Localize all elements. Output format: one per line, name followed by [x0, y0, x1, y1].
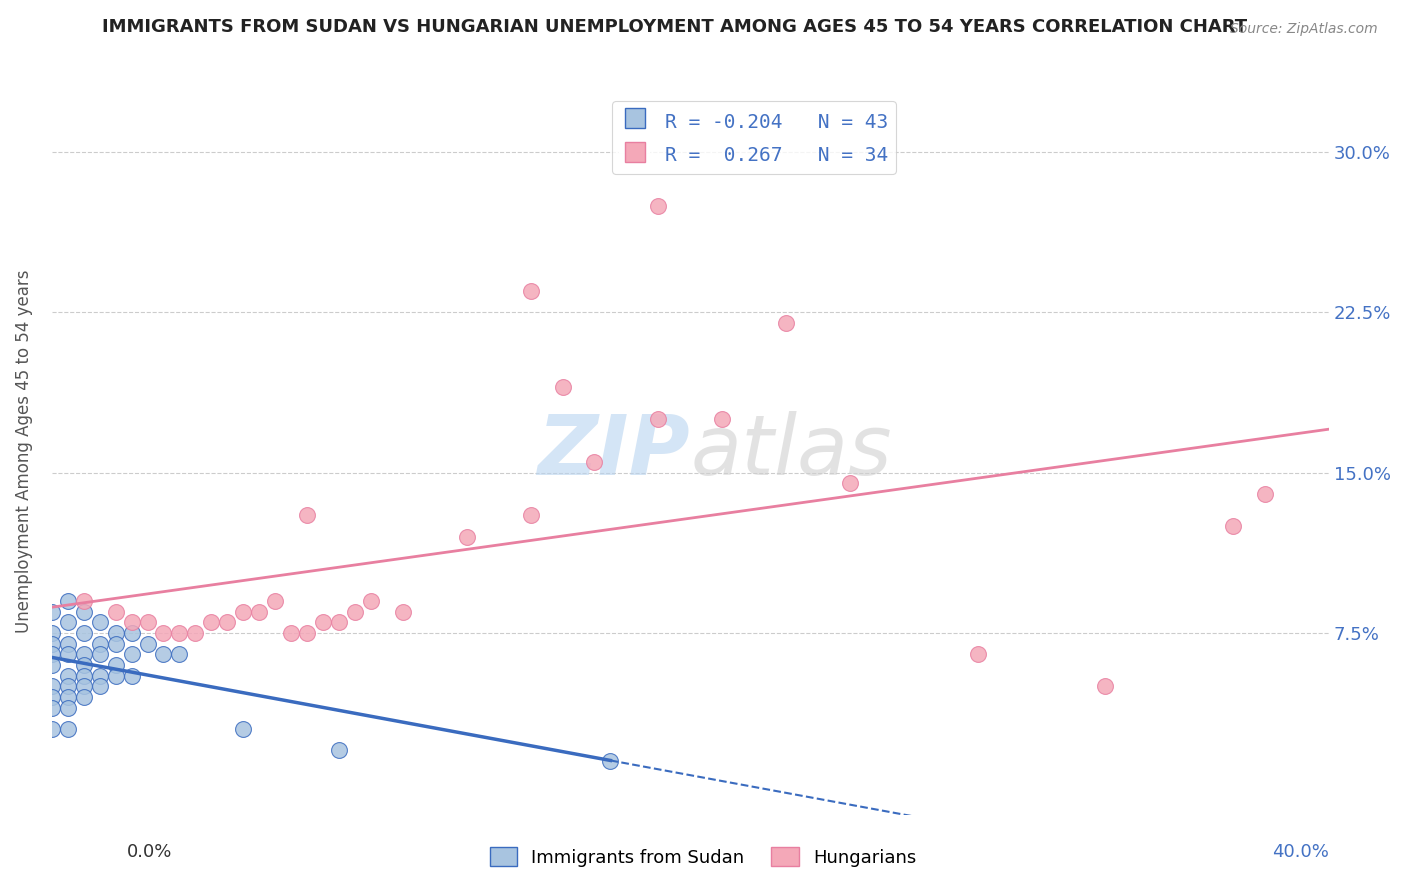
Point	[121, 615, 143, 630]
Point	[519, 508, 541, 523]
Point	[152, 626, 174, 640]
Point	[136, 615, 159, 630]
Point	[104, 605, 127, 619]
Text: IMMIGRANTS FROM SUDAN VS HUNGARIAN UNEMPLOYMENT AMONG AGES 45 TO 54 YEARS CORREL: IMMIGRANTS FROM SUDAN VS HUNGARIAN UNEMP…	[103, 18, 1247, 36]
Point	[89, 679, 111, 693]
Point	[599, 754, 621, 768]
Point	[41, 648, 63, 662]
Point	[56, 668, 79, 682]
Point	[121, 668, 143, 682]
Y-axis label: Unemployment Among Ages 45 to 54 years: Unemployment Among Ages 45 to 54 years	[15, 269, 32, 633]
Point	[775, 316, 797, 330]
Point	[360, 594, 382, 608]
Point	[41, 626, 63, 640]
Point	[232, 722, 254, 736]
Point	[41, 679, 63, 693]
Point	[169, 648, 191, 662]
Point	[41, 637, 63, 651]
Point	[73, 690, 96, 704]
Point	[56, 722, 79, 736]
Point	[89, 668, 111, 682]
Point	[295, 508, 318, 523]
Point	[551, 380, 574, 394]
Point	[56, 648, 79, 662]
Point	[56, 594, 79, 608]
Point	[73, 668, 96, 682]
Point	[56, 700, 79, 714]
Point	[295, 626, 318, 640]
Point	[104, 637, 127, 651]
Point	[41, 690, 63, 704]
Point	[280, 626, 302, 640]
Point	[328, 743, 350, 757]
Point	[73, 605, 96, 619]
Point	[89, 615, 111, 630]
Text: atlas: atlas	[690, 411, 891, 491]
Point	[104, 658, 127, 673]
Point	[104, 626, 127, 640]
Point	[121, 648, 143, 662]
Point	[56, 679, 79, 693]
Point	[56, 637, 79, 651]
Point	[1254, 487, 1277, 501]
Point	[344, 605, 367, 619]
Point	[1094, 679, 1116, 693]
Point	[89, 637, 111, 651]
Point	[121, 626, 143, 640]
Text: Source: ZipAtlas.com: Source: ZipAtlas.com	[1230, 22, 1378, 37]
Point	[73, 594, 96, 608]
Point	[392, 605, 415, 619]
Text: 0.0%: 0.0%	[127, 843, 172, 861]
Point	[136, 637, 159, 651]
Text: ZIP: ZIP	[537, 411, 690, 491]
Point	[647, 199, 669, 213]
Point	[200, 615, 222, 630]
Legend: Immigrants from Sudan, Hungarians: Immigrants from Sudan, Hungarians	[482, 840, 924, 874]
Point	[647, 412, 669, 426]
Point	[41, 700, 63, 714]
Point	[73, 648, 96, 662]
Point	[838, 476, 860, 491]
Point	[73, 679, 96, 693]
Point	[184, 626, 207, 640]
Point	[264, 594, 287, 608]
Point	[583, 455, 606, 469]
Point	[966, 648, 988, 662]
Point	[56, 690, 79, 704]
Point	[217, 615, 239, 630]
Point	[41, 605, 63, 619]
Point	[519, 284, 541, 298]
Point	[41, 658, 63, 673]
Point	[711, 412, 734, 426]
Point	[456, 530, 478, 544]
Point	[1222, 519, 1244, 533]
Point	[328, 615, 350, 630]
Legend: R = -0.204   N = 43, R =  0.267   N = 34: R = -0.204 N = 43, R = 0.267 N = 34	[613, 102, 896, 174]
Point	[152, 648, 174, 662]
Point	[73, 658, 96, 673]
Point	[232, 605, 254, 619]
Point	[312, 615, 335, 630]
Point	[56, 615, 79, 630]
Point	[247, 605, 270, 619]
Point	[73, 626, 96, 640]
Point	[104, 668, 127, 682]
Point	[169, 626, 191, 640]
Text: 40.0%: 40.0%	[1272, 843, 1329, 861]
Point	[89, 648, 111, 662]
Point	[41, 722, 63, 736]
